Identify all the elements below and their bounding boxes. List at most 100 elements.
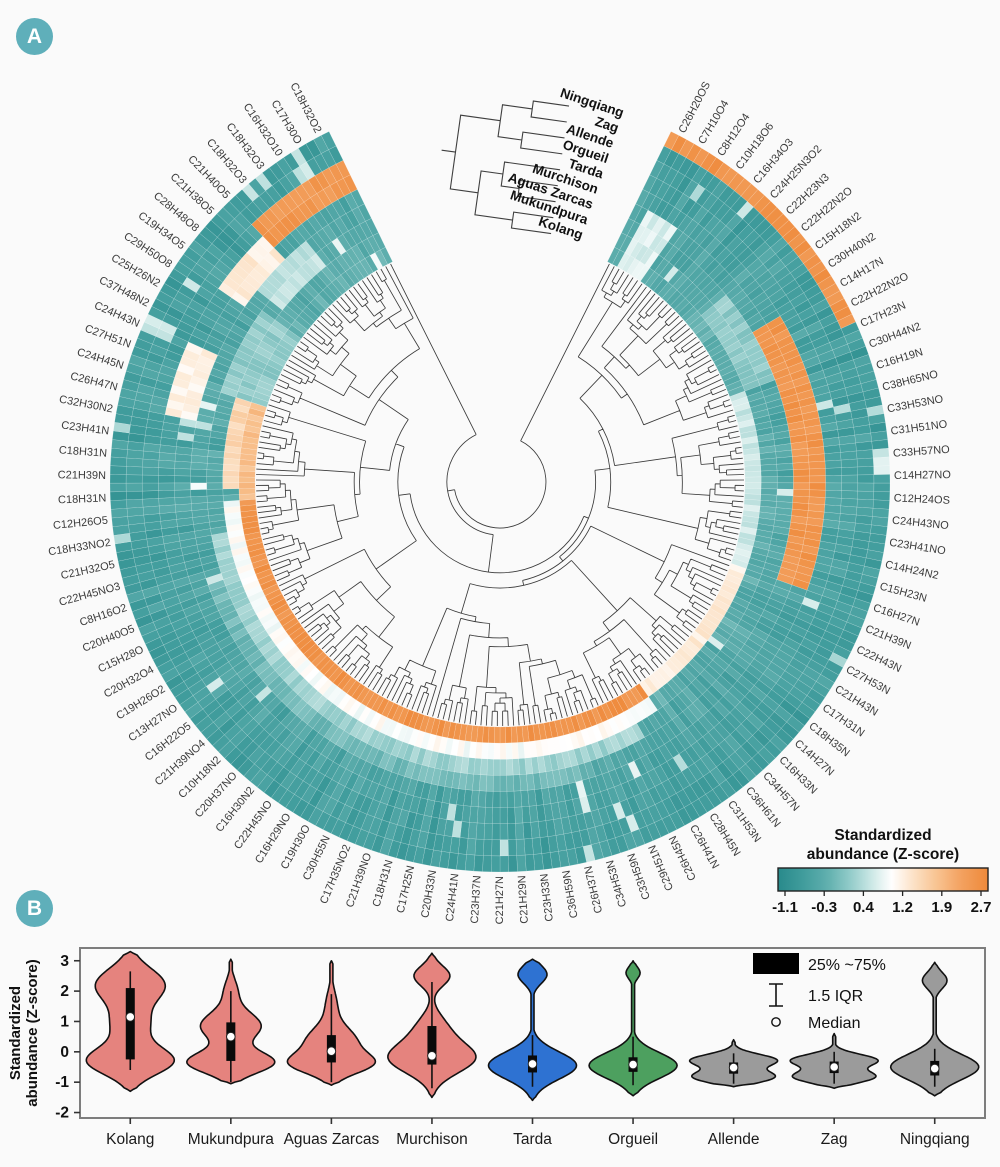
formula-label: C23H33N bbox=[538, 873, 555, 922]
formula-label: C21H39N bbox=[58, 469, 107, 482]
iqr-box bbox=[226, 1022, 236, 1061]
violin-mukundpura bbox=[186, 958, 276, 1085]
colorbar-tick-label: 1.2 bbox=[892, 899, 913, 916]
x-category-label: Kolang bbox=[106, 1131, 154, 1148]
formula-label: C18H33NO2 bbox=[48, 537, 112, 559]
violin-aguas-zarcas bbox=[286, 960, 377, 1086]
formula-label: C21H32O5 bbox=[60, 559, 116, 582]
formula-label: C12H26O5 bbox=[53, 515, 109, 532]
formula-label: C18H31N bbox=[58, 492, 107, 506]
legend-iqr-label: 1.5 IQR bbox=[808, 988, 863, 1005]
formula-label: C22H45NO3 bbox=[58, 581, 122, 609]
y-tick-label: 3 bbox=[60, 953, 69, 970]
formula-label: C21H39N bbox=[863, 623, 912, 652]
y-tick-label: -1 bbox=[55, 1074, 69, 1091]
formula-label: C24H43N bbox=[92, 300, 141, 330]
median-dot bbox=[728, 1062, 739, 1073]
formula-label: C26H37N bbox=[583, 865, 606, 915]
colorbar-tick-label: 2.7 bbox=[971, 899, 992, 916]
formula-label: C33H57NO bbox=[893, 444, 951, 460]
legend-box-swatch bbox=[753, 953, 799, 974]
median-dot bbox=[125, 1012, 136, 1022]
violin-ningqiang bbox=[889, 961, 980, 1097]
colorbar-tick-label: 0.4 bbox=[853, 899, 875, 916]
median-dot bbox=[226, 1031, 236, 1042]
formula-label: C18H31N bbox=[58, 444, 107, 459]
sample-dendrogram bbox=[441, 100, 570, 235]
violin-shape bbox=[487, 958, 578, 1102]
colorbar-title: abundance (Z-score) bbox=[807, 846, 959, 863]
median-dot bbox=[527, 1059, 538, 1069]
formula-label: C24H45N bbox=[75, 346, 125, 372]
colorbar-tick-label: -0.3 bbox=[811, 899, 837, 916]
x-category-label: Murchison bbox=[396, 1131, 468, 1148]
violin-plot-panel: 3 2 1 0 -1 -2 Standardizedabundance (Z-score) K… bbox=[7, 947, 986, 1148]
x-category-label: Orgueil bbox=[608, 1131, 658, 1148]
formula-label: C26H47N bbox=[69, 370, 119, 393]
colorbar: Standardized abundance (Z-score) -1.1 -0.3 0… bbox=[772, 827, 991, 916]
colorbar-title: Standardized bbox=[834, 827, 931, 844]
sample-label: Zag bbox=[593, 114, 621, 136]
formula-label: C21H39NO bbox=[344, 851, 374, 909]
x-category-label: Mukundpura bbox=[188, 1131, 275, 1148]
formula-label: C33H53NO bbox=[886, 393, 945, 415]
formula-label: C16H27N bbox=[872, 602, 922, 629]
x-category-label: Allende bbox=[708, 1131, 760, 1148]
formula-label: C15H23N bbox=[878, 581, 928, 605]
formula-label: C14H24N2 bbox=[884, 559, 940, 582]
violin-legend: 25% ~75% 1.5 IQR Median bbox=[753, 953, 886, 1032]
circular-heatmap-dendrogram-panel: C26H20OSC7H10O4C8H12O4C10H18O6C16H34O3C2… bbox=[48, 80, 992, 925]
legend-median-label: Median bbox=[808, 1015, 860, 1032]
colorbar-tick-label: -1.1 bbox=[772, 899, 798, 916]
colorbar-gradient bbox=[777, 867, 989, 892]
formula-label: C21H29N bbox=[516, 875, 531, 924]
heatmap-rings bbox=[109, 131, 891, 873]
sample-labels: NingqiangZagAllendeOrgueilTardaMurchison… bbox=[506, 85, 625, 242]
formula-label: C27H51N bbox=[83, 323, 133, 351]
formula-label: C24H41N bbox=[444, 873, 461, 922]
formula-label: C33H59N bbox=[626, 851, 653, 901]
formula-label: C30H44N2 bbox=[867, 321, 922, 351]
iqr-box bbox=[125, 988, 135, 1060]
legend-median-icon bbox=[771, 1017, 781, 1027]
violin-orgueil bbox=[588, 960, 678, 1097]
x-category-label: Aguas Zarcas bbox=[284, 1131, 380, 1148]
formula-label: C20H33N bbox=[419, 869, 439, 919]
violin-murchison bbox=[387, 952, 477, 1099]
y-tick-label: 1 bbox=[60, 1013, 69, 1030]
formula-label: C12H24OS bbox=[893, 492, 950, 506]
formula-label: C23H37N bbox=[469, 875, 484, 924]
formula-label: C23H41NO bbox=[888, 537, 946, 558]
formula-label: C32H30N2 bbox=[58, 394, 114, 416]
iqr-box bbox=[427, 1026, 437, 1065]
column-dendrogram bbox=[255, 263, 745, 727]
sample-label: Ningqiang bbox=[558, 85, 625, 120]
formula-label: C17H23N bbox=[859, 300, 908, 330]
x-category-label: Zag bbox=[821, 1131, 848, 1148]
legend-box-label: 25% ~75% bbox=[808, 957, 886, 974]
median-dot bbox=[829, 1062, 839, 1072]
violin-tarda bbox=[487, 958, 578, 1102]
violin-allende bbox=[688, 1038, 779, 1088]
y-axis-title: Standardizedabundance (Z-score) bbox=[7, 959, 41, 1107]
formula-label: C8H16O2 bbox=[78, 602, 128, 629]
y-tick-label: 2 bbox=[60, 983, 69, 1000]
median-dot bbox=[326, 1046, 337, 1057]
median-dot bbox=[427, 1050, 437, 1061]
violin-shape bbox=[889, 961, 980, 1097]
legend-iqr-icon bbox=[769, 983, 783, 1007]
formula-label: C31H51NO bbox=[890, 418, 948, 437]
violin-kolang bbox=[85, 950, 176, 1093]
formula-label: C24H43NO bbox=[892, 515, 950, 533]
panel-b-badge: B bbox=[16, 890, 53, 927]
x-category-label: Ningqiang bbox=[900, 1131, 970, 1148]
formula-label: C17H25N bbox=[395, 864, 418, 914]
y-tick-label: 0 bbox=[60, 1044, 69, 1061]
violin-zag bbox=[789, 1032, 879, 1090]
formula-label: C16H19N bbox=[875, 346, 925, 372]
panel-a-badge: A bbox=[16, 18, 53, 55]
formula-label: C18H31N bbox=[371, 859, 396, 909]
formula-label: C23H41N bbox=[61, 420, 110, 438]
x-category-label: Tarda bbox=[513, 1131, 552, 1148]
